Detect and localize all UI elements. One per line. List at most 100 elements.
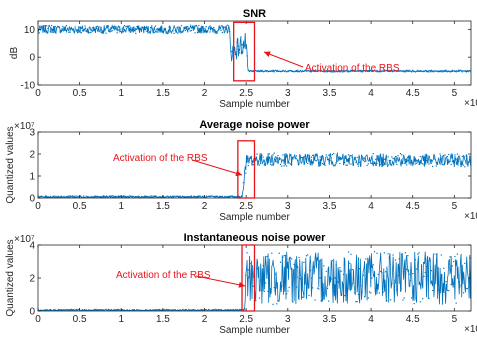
data-point — [230, 195, 232, 197]
data-point — [38, 196, 40, 198]
data-point — [105, 196, 107, 198]
data-point — [330, 278, 332, 280]
data-point — [346, 69, 348, 71]
data-point — [277, 299, 279, 302]
data-point — [90, 196, 92, 198]
data-point — [466, 70, 468, 72]
data-point — [371, 277, 373, 279]
data-point — [271, 70, 273, 72]
data-point — [221, 195, 223, 197]
data-point — [164, 196, 167, 198]
data-point — [333, 71, 335, 73]
data-point — [234, 48, 236, 50]
data-point — [48, 196, 50, 198]
data-point — [288, 70, 290, 72]
data-point — [140, 309, 142, 311]
x-tick-label: 2.5 — [239, 201, 253, 212]
data-point — [344, 161, 346, 164]
data-point — [414, 71, 416, 73]
data-point — [256, 70, 258, 72]
data-point — [288, 286, 290, 289]
data-point — [372, 264, 374, 266]
data-point — [432, 70, 434, 72]
data-point — [465, 287, 467, 290]
data-point — [361, 291, 363, 293]
y-tick-label: 2 — [29, 150, 35, 161]
data-point — [362, 274, 364, 276]
data-point — [412, 69, 414, 71]
data-point — [342, 273, 345, 276]
annotation-text: Activation of the RBS — [305, 63, 400, 74]
x-tick-label: 1 — [118, 201, 124, 212]
data-point — [88, 310, 90, 311]
data-point — [64, 196, 66, 198]
data-point — [117, 308, 120, 311]
data-point — [282, 154, 284, 156]
data-point — [142, 309, 144, 311]
data-point — [55, 309, 58, 311]
data-point — [440, 158, 442, 160]
data-point — [148, 31, 150, 33]
data-point — [241, 44, 243, 46]
data-point — [334, 277, 336, 279]
data-point — [315, 160, 317, 162]
data-point — [41, 25, 43, 28]
data-point — [321, 163, 324, 165]
data-point — [313, 69, 315, 71]
data-point — [203, 309, 205, 311]
data-point — [271, 164, 273, 166]
data-point — [44, 309, 47, 311]
data-point — [324, 71, 326, 73]
data-point — [458, 281, 460, 283]
data-point — [404, 252, 407, 254]
data-point — [381, 165, 383, 167]
x-multiplier: ×10 — [464, 98, 477, 109]
data-point — [418, 70, 420, 72]
data-point — [122, 309, 124, 311]
data-point — [193, 308, 195, 311]
data-point — [88, 196, 90, 198]
data-point — [225, 309, 227, 311]
data-point — [57, 309, 59, 311]
data-point — [168, 26, 170, 28]
data-point — [179, 195, 181, 197]
data-point — [456, 153, 458, 155]
data-point — [341, 281, 343, 283]
data-point — [147, 195, 149, 198]
data-point — [417, 69, 419, 71]
data-point — [298, 256, 300, 259]
data-point — [350, 70, 352, 72]
data-point — [93, 309, 95, 311]
data-point — [47, 196, 49, 198]
data-point — [190, 29, 193, 32]
data-point — [159, 196, 162, 198]
data-point — [138, 309, 141, 311]
data-point — [349, 157, 351, 160]
data-point — [67, 196, 69, 198]
data-point — [194, 310, 196, 311]
data-point — [205, 25, 207, 28]
y-multiplier: ×10⁷ — [14, 234, 35, 245]
data-point — [325, 270, 327, 272]
data-point — [203, 29, 205, 31]
data-point — [371, 162, 373, 165]
data-point — [79, 27, 81, 29]
data-point — [450, 283, 452, 286]
data-point — [116, 32, 118, 34]
data-point — [262, 156, 264, 158]
data-point — [310, 156, 313, 158]
data-point — [248, 259, 251, 262]
data-point — [102, 195, 105, 197]
data-point — [434, 159, 436, 161]
data-point — [413, 302, 415, 305]
data-point — [330, 157, 332, 159]
data-point — [127, 309, 129, 311]
data-point — [62, 26, 64, 28]
data-point — [310, 71, 313, 73]
data-point — [329, 70, 331, 72]
data-point — [226, 309, 228, 311]
data-point — [328, 70, 330, 72]
data-point — [98, 28, 100, 31]
data-point — [192, 309, 194, 311]
